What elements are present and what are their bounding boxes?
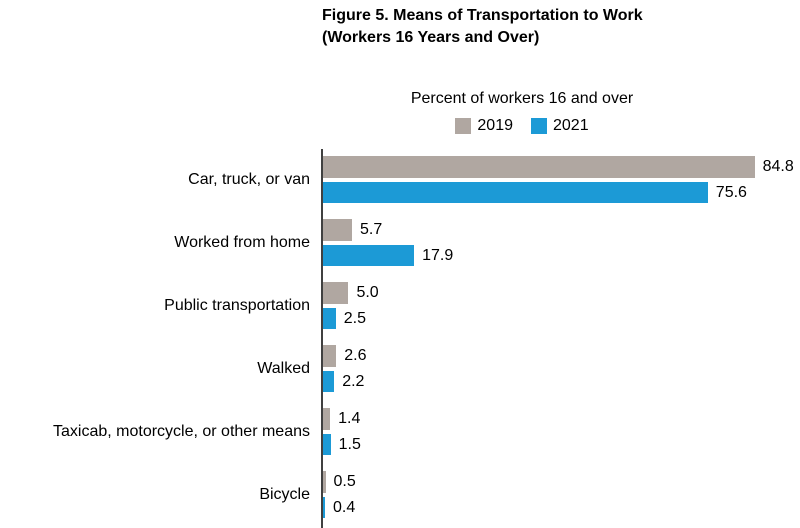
- bar-2019: [323, 156, 755, 178]
- legend-label-2021: 2021: [553, 117, 589, 134]
- bar-2019: [323, 408, 331, 430]
- bar-2021: [323, 371, 335, 392]
- bar-2019: [323, 219, 352, 241]
- value-label-2021: 2.5: [343, 309, 366, 327]
- legend-label-2019: 2019: [477, 117, 513, 134]
- category-row: Bicycle 0.5 0.4: [0, 471, 800, 518]
- value-label-2019: 1.4: [338, 410, 361, 427]
- bar-2021: [323, 497, 326, 518]
- legend-item-2021: 2021: [531, 117, 589, 135]
- legend-swatch-2021: [531, 118, 547, 134]
- category-row: Car, truck, or van 84.8 75.6: [0, 156, 800, 203]
- figure-title-line1: Figure 5. Means of Transportation to Wor…: [322, 7, 643, 24]
- category-label: Public transportation: [164, 296, 310, 314]
- value-label-2019: 0.5: [333, 473, 356, 490]
- legend: 2019 2021: [322, 117, 722, 135]
- bar-2019: [323, 282, 349, 304]
- category-row: Taxicab, motorcycle, or other means 1.4 1.…: [0, 408, 800, 455]
- y-axis-line: [321, 149, 323, 528]
- value-label-2021: 0.4: [333, 498, 356, 516]
- value-label-2019: 2.6: [344, 347, 367, 364]
- value-label-2021: 17.9: [422, 246, 454, 264]
- category-label: Worked from home: [174, 233, 310, 251]
- figure-title: Figure 5. Means of Transportation to Wor…: [322, 5, 643, 49]
- value-label-2021: 75.6: [715, 183, 747, 201]
- category-label: Bicycle: [259, 485, 310, 503]
- category-label: Walked: [257, 359, 310, 377]
- category-row: Worked from home 5.7 17.9: [0, 219, 800, 266]
- value-label-2019: 5.0: [356, 284, 379, 301]
- value-label-2019: 84.8: [762, 158, 794, 175]
- value-label-2021: 1.5: [338, 435, 361, 453]
- axis-subtitle: Percent of workers 16 and over: [410, 90, 634, 107]
- figure-title-line2: (Workers 16 Years and Over): [322, 29, 540, 46]
- bar-2021: [323, 308, 336, 329]
- value-label-2019: 5.7: [360, 221, 383, 238]
- category-label: Taxicab, motorcycle, or other means: [53, 422, 310, 440]
- legend-item-2019: 2019: [455, 117, 513, 135]
- legend-swatch-2019: [455, 118, 472, 134]
- bar-2021: [323, 182, 708, 203]
- category-label: Car, truck, or van: [188, 170, 310, 188]
- category-row: Walked 2.6 2.2: [0, 345, 800, 392]
- bar-2021: [323, 434, 331, 455]
- value-label-2021: 2.2: [342, 372, 365, 390]
- bar-2019: [323, 471, 326, 493]
- bar-2019: [323, 345, 337, 367]
- bar-2021: [323, 245, 415, 266]
- category-row: Public transportation 5.0 2.5: [0, 282, 800, 329]
